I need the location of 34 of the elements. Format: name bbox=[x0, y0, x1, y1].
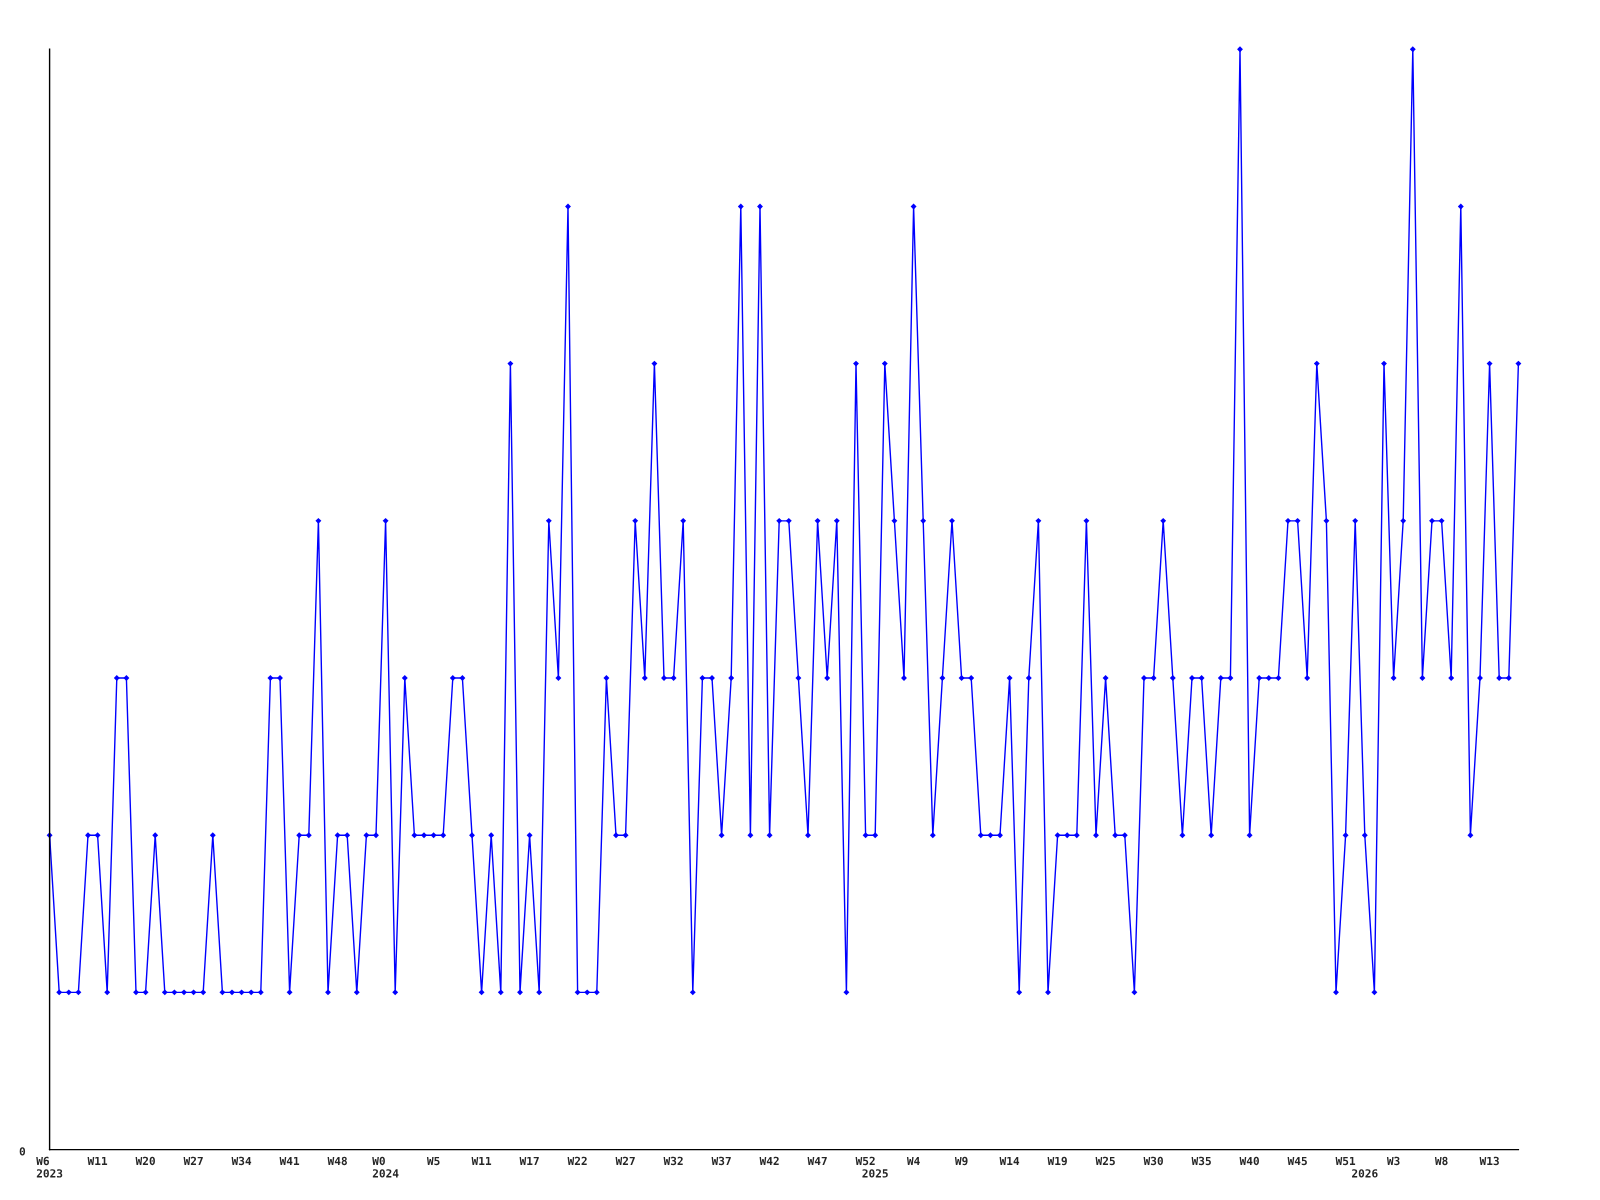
x-tick-label: W52 bbox=[855, 1156, 875, 1166]
x-tick-label: W35 bbox=[1191, 1156, 1211, 1166]
x-tick-label: W0 2024 bbox=[372, 1156, 399, 1178]
x-tick-label: 2025 bbox=[862, 1169, 888, 1178]
x-tick-label: W48 bbox=[327, 1156, 347, 1166]
x-tick-label: W8 bbox=[1434, 1156, 1448, 1166]
x-tick-label: W19 bbox=[1047, 1156, 1067, 1166]
x-tick-label: W9 bbox=[954, 1156, 968, 1166]
x-tick-label: W5 bbox=[426, 1156, 440, 1166]
x-tick-label: W4 bbox=[906, 1156, 920, 1165]
x-tick-label: W40 bbox=[1239, 1156, 1259, 1166]
x-tick-label: W47 bbox=[807, 1156, 827, 1165]
x-tick-label: W11 bbox=[471, 1156, 492, 1165]
x-tick-label: W11 bbox=[87, 1156, 108, 1165]
x-tick-label: W17 bbox=[519, 1156, 539, 1165]
x-tick-label: W37 bbox=[711, 1156, 731, 1166]
text: 0 bbox=[19, 1147, 26, 1156]
x-tick-label: W32 bbox=[663, 1156, 683, 1166]
x-tick-label: W3 bbox=[1386, 1156, 1400, 1166]
x-tick-label: W45 bbox=[1287, 1156, 1307, 1166]
x-tick-label: W20 bbox=[135, 1156, 155, 1166]
x-tick-label: W30 bbox=[1143, 1156, 1163, 1166]
x-tick-label: W42 bbox=[759, 1156, 779, 1165]
x-tick-label: W41 bbox=[279, 1156, 300, 1165]
x-tick-label: W13 bbox=[1479, 1156, 1499, 1166]
x-tick-label: W22 bbox=[567, 1156, 587, 1165]
x-tick-label: W34 bbox=[231, 1156, 252, 1166]
x-tick-label: W27 bbox=[615, 1156, 635, 1165]
x-tick-label: W14 bbox=[999, 1156, 1020, 1165]
x-tick-label: W27 bbox=[183, 1156, 203, 1165]
x-tick-label: 2026 bbox=[1352, 1169, 1378, 1178]
x-tick-label: W51 bbox=[1335, 1156, 1356, 1166]
x-tick-label: W25 bbox=[1095, 1156, 1115, 1166]
x-tick-label: W6 2023 bbox=[36, 1156, 63, 1178]
